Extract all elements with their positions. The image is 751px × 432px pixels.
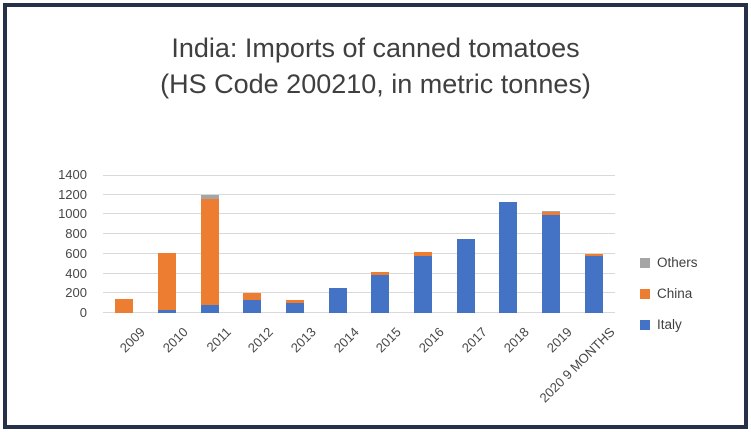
bar-segment-italy-2016 — [414, 256, 432, 313]
x-label-2009: 2009 — [117, 324, 149, 356]
legend-item-others: Others — [640, 247, 751, 278]
y-tick-label-1000: 1000 — [58, 206, 87, 221]
chart-title-line-1: India: Imports of canned tomatoes — [171, 33, 580, 63]
bar-segment-italy-2011 — [200, 305, 219, 313]
legend-label-china: China — [657, 286, 693, 301]
chart-frame: India: Imports of canned tomatoes (HS Co… — [3, 3, 748, 429]
x-label-2010: 2010 — [159, 324, 191, 356]
chart-title-line-2: (HS Code 200210, in metric tonnes) — [160, 69, 591, 99]
chart-title: India: Imports of canned tomatoes (HS Co… — [7, 30, 744, 102]
gridline-600 — [103, 253, 615, 254]
x-axis: 2009 2010 2011 2012 2013 2014 2015 2016 2017 2018… — [103, 313, 618, 406]
bar-segment-china-2009 — [115, 298, 134, 313]
y-tick-label-1400: 1400 — [58, 167, 87, 182]
y-tick-label-1200: 1200 — [58, 187, 87, 202]
y-axis: 0 200 400 600 800 1000 1200 1400 — [7, 168, 93, 320]
gridline-800 — [103, 233, 615, 234]
gridline-200 — [103, 292, 615, 293]
bar-segment-china-2010 — [158, 252, 176, 310]
y-tick-label-600: 600 — [65, 246, 87, 261]
bar-segment-china-2019 — [542, 211, 560, 216]
x-label-2012: 2012 — [245, 324, 277, 356]
bar-segment-china-2015 — [371, 271, 390, 275]
bar-segment-italy-2013 — [286, 302, 304, 313]
legend-item-italy: Italy — [640, 309, 751, 340]
x-label-2018: 2018 — [501, 324, 533, 356]
x-label-2013: 2013 — [287, 324, 319, 356]
gridline-1200 — [103, 194, 615, 195]
bar-segment-italy-2020-9-months — [584, 255, 603, 313]
bar-segment-italy-2014 — [328, 288, 347, 313]
bar-segment-italy-2010 — [158, 309, 176, 313]
plot-area — [103, 175, 615, 313]
legend-swatch-italy — [640, 319, 650, 330]
bar-segment-others-2019 — [542, 210, 560, 212]
x-label-2017: 2017 — [458, 324, 490, 356]
bar-segment-china-2016 — [414, 251, 432, 257]
y-tick-label-200: 200 — [65, 285, 87, 300]
bar-segment-italy-2019 — [542, 215, 560, 313]
x-label-2015: 2015 — [373, 324, 405, 356]
gridline-0 — [103, 312, 615, 313]
gridline-1000 — [103, 213, 615, 214]
bar-segment-others-2011 — [200, 194, 219, 199]
gridline-1400 — [103, 175, 615, 176]
x-label-2016: 2016 — [415, 324, 447, 356]
x-label-2011: 2011 — [203, 324, 234, 355]
legend-label-italy: Italy — [657, 317, 682, 332]
bar-segment-china-2012 — [243, 292, 262, 300]
bar-segment-china-2013 — [286, 300, 304, 303]
y-tick-label-400: 400 — [65, 266, 87, 281]
y-tick-label-0: 0 — [79, 305, 87, 320]
bar-segment-italy-2015 — [371, 274, 390, 313]
legend-swatch-others — [640, 257, 650, 268]
legend: Others China Italy — [640, 247, 751, 340]
bar-segment-italy-2017 — [456, 239, 475, 313]
legend-item-china: China — [640, 278, 751, 309]
bar-segment-italy-2012 — [243, 299, 262, 313]
bar-segment-italy-2018 — [499, 201, 518, 313]
legend-label-others: Others — [657, 255, 698, 270]
x-label-2019: 2019 — [543, 324, 575, 356]
legend-swatch-china — [640, 288, 650, 299]
gridline-400 — [103, 273, 615, 274]
x-label-2020-9-months: 2020 9 MONTHS — [536, 324, 618, 406]
y-tick-label-800: 800 — [65, 226, 87, 241]
bar-segment-china-2020-9-months — [584, 254, 603, 256]
x-label-2014: 2014 — [330, 324, 362, 356]
bar-segment-china-2011 — [200, 198, 219, 306]
